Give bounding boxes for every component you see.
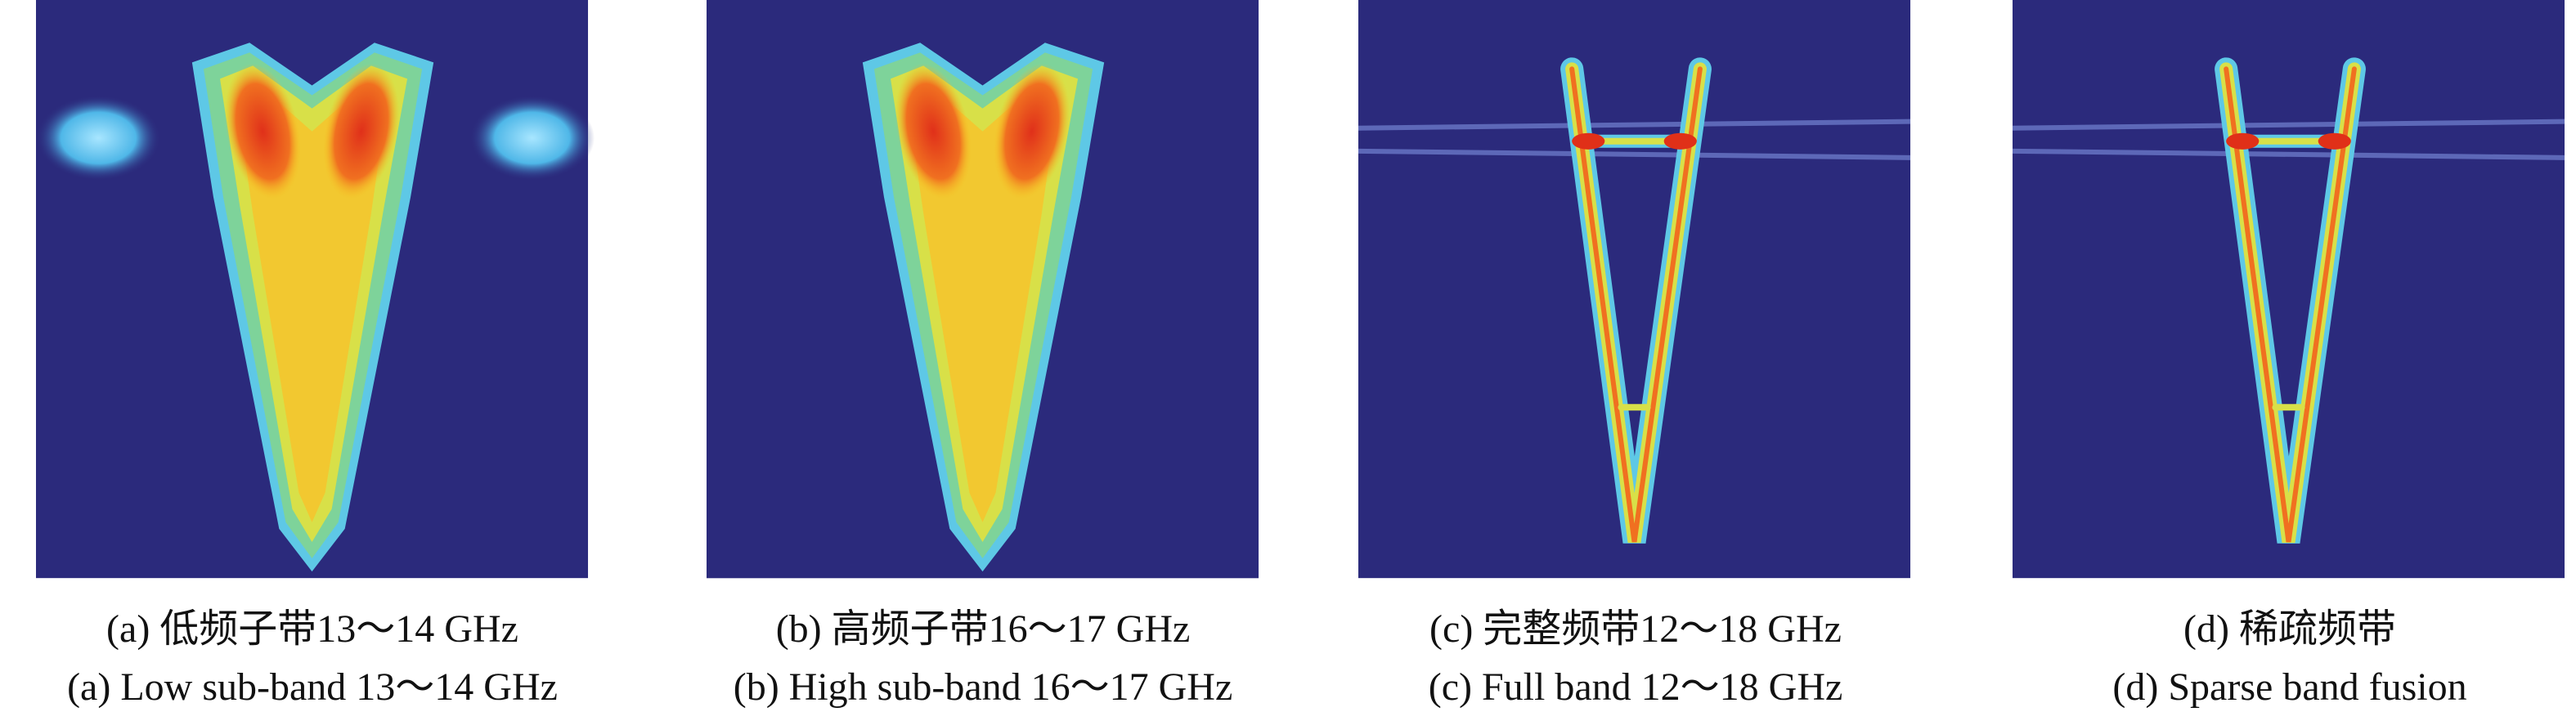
image-b <box>707 0 1259 579</box>
caption-cn: (b) 高频子带16～17 GHz <box>776 607 1191 651</box>
caption-en: (d) Sparse band fusion <box>2112 665 2466 709</box>
image-d <box>2013 0 2565 578</box>
caption-cn: (a) 低频子带13～14 GHz <box>106 607 518 651</box>
caption-en: (a) Low sub-band 13～14 GHz <box>67 665 558 709</box>
image-a <box>36 0 595 579</box>
image-c <box>1358 0 1910 578</box>
caption-cn: (c) 完整频带12～18 GHz <box>1429 607 1842 651</box>
caption-en: (c) Full band 12～18 GHz <box>1429 665 1843 709</box>
caption-en: (b) High sub-band 16～17 GHz <box>734 665 1233 709</box>
caption-cn: (d) 稀疏频带 <box>2183 607 2396 651</box>
